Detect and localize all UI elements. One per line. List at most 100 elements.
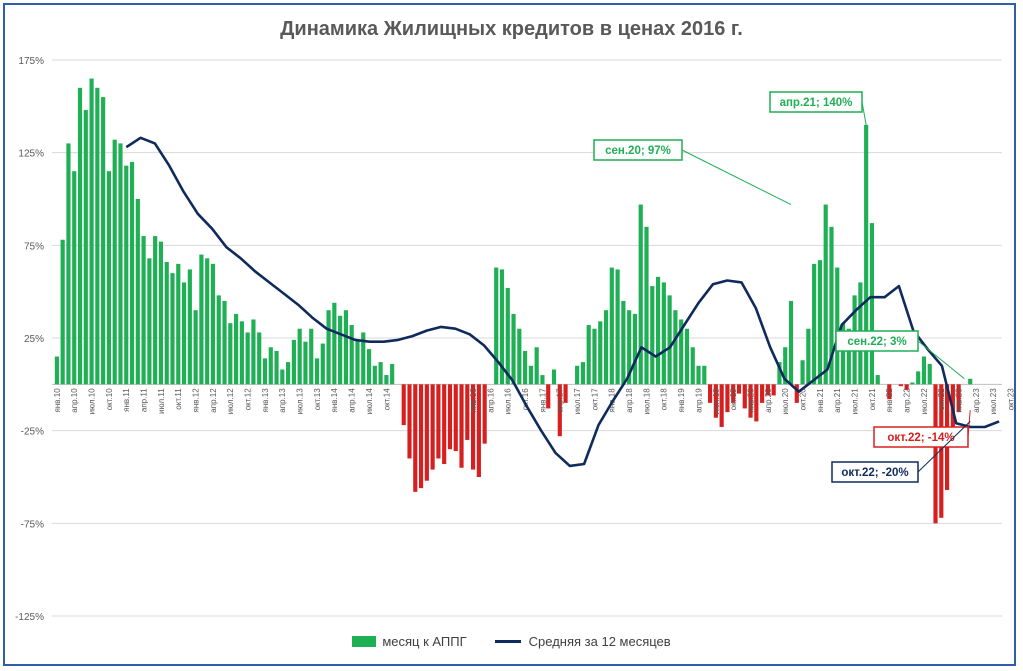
bar <box>320 343 325 385</box>
bar <box>968 378 973 385</box>
bar <box>765 384 770 396</box>
bar <box>378 362 383 385</box>
bar <box>609 267 614 385</box>
bar <box>846 328 851 385</box>
x-tick-label: июл.14 <box>365 388 374 415</box>
x-tick-label: окт.17 <box>590 388 599 410</box>
x-tick-label: июл.17 <box>573 388 582 415</box>
bar <box>193 310 198 385</box>
annotation-label: окт.22; -20% <box>841 467 908 479</box>
bar <box>788 300 794 385</box>
annotation-box <box>873 426 969 448</box>
x-tick-label: апр.13 <box>278 388 287 413</box>
bar <box>684 328 690 385</box>
bar <box>135 199 140 385</box>
bar <box>887 384 892 400</box>
annotation-box <box>835 330 919 352</box>
bar <box>898 384 903 387</box>
y-tick-label: -25% <box>21 427 44 438</box>
bar <box>124 165 129 385</box>
bar <box>760 384 765 403</box>
y-tick-label: 75% <box>24 241 44 252</box>
bar <box>274 350 279 385</box>
bar <box>638 204 643 385</box>
bar <box>326 310 331 385</box>
x-tick-label: июл.16 <box>504 388 513 415</box>
bar <box>343 310 348 385</box>
x-tick-label: янв.11 <box>122 388 131 412</box>
bar <box>910 382 915 385</box>
bar <box>939 384 944 518</box>
bar <box>783 347 788 385</box>
bar <box>777 362 782 385</box>
bar <box>424 384 429 481</box>
x-tick-label: окт.13 <box>313 388 322 410</box>
bar <box>869 223 875 385</box>
bar <box>141 236 146 385</box>
bar <box>551 369 557 385</box>
bar <box>673 310 678 385</box>
bar <box>471 384 476 470</box>
bar <box>158 241 164 385</box>
annotation-box <box>769 91 863 113</box>
x-tick-label: июл.19 <box>712 388 721 415</box>
x-tick-label: апр.10 <box>70 388 79 413</box>
bar <box>921 356 927 385</box>
bar <box>534 347 539 385</box>
chart-title: Динамика Жилищных кредитов в ценах 2016 … <box>280 18 743 40</box>
bar <box>129 161 135 385</box>
legend-swatch-line <box>494 640 521 643</box>
x-tick-label: июл.13 <box>296 388 305 415</box>
bar <box>696 365 701 385</box>
x-tick-label: янв.22 <box>885 388 894 413</box>
x-tick-label: апр.22 <box>903 388 912 413</box>
bar <box>286 362 291 385</box>
x-tick-label: окт.20 <box>798 388 807 410</box>
bar <box>164 262 169 385</box>
bar <box>771 384 776 396</box>
bar <box>257 332 262 385</box>
x-tick-label: апр.20 <box>764 388 773 413</box>
bar <box>586 325 591 385</box>
bar <box>372 365 377 385</box>
bar <box>216 295 221 385</box>
bar <box>112 139 117 385</box>
average-line <box>125 136 1000 468</box>
x-tick-label: июл.10 <box>87 388 96 415</box>
bar <box>234 313 239 385</box>
bar <box>598 321 603 385</box>
bar <box>228 323 233 385</box>
x-tick-label: июл.21 <box>850 388 859 415</box>
x-tick-label: янв.23 <box>955 388 964 413</box>
bar <box>222 300 227 385</box>
bar <box>812 263 817 385</box>
annotation-box <box>593 139 683 161</box>
x-tick-label: окт.18 <box>660 388 669 410</box>
bar <box>575 365 580 385</box>
bar <box>499 269 505 385</box>
x-tick-label: июл.18 <box>642 388 651 415</box>
bar <box>817 260 822 385</box>
bar <box>268 347 273 385</box>
annotation-leader <box>917 421 971 473</box>
bar <box>262 358 268 385</box>
x-tick-label: янв.17 <box>538 388 547 413</box>
bar <box>447 384 453 450</box>
bar <box>754 384 759 422</box>
x-tick-label: янв.12 <box>192 388 201 413</box>
bar <box>476 384 481 477</box>
bar <box>366 349 372 385</box>
bar <box>291 339 296 385</box>
bar <box>736 384 742 394</box>
bar <box>927 363 932 385</box>
bar <box>731 384 736 403</box>
x-tick-label: июл.20 <box>781 388 790 415</box>
bar <box>89 78 94 385</box>
bar <box>251 319 256 385</box>
x-tick-label: июл.23 <box>989 388 998 415</box>
annotation-label: сен.22; 3% <box>847 336 906 348</box>
x-tick-label: июл.22 <box>920 388 929 415</box>
x-tick-label: янв.13 <box>261 388 270 413</box>
bar <box>933 384 938 524</box>
